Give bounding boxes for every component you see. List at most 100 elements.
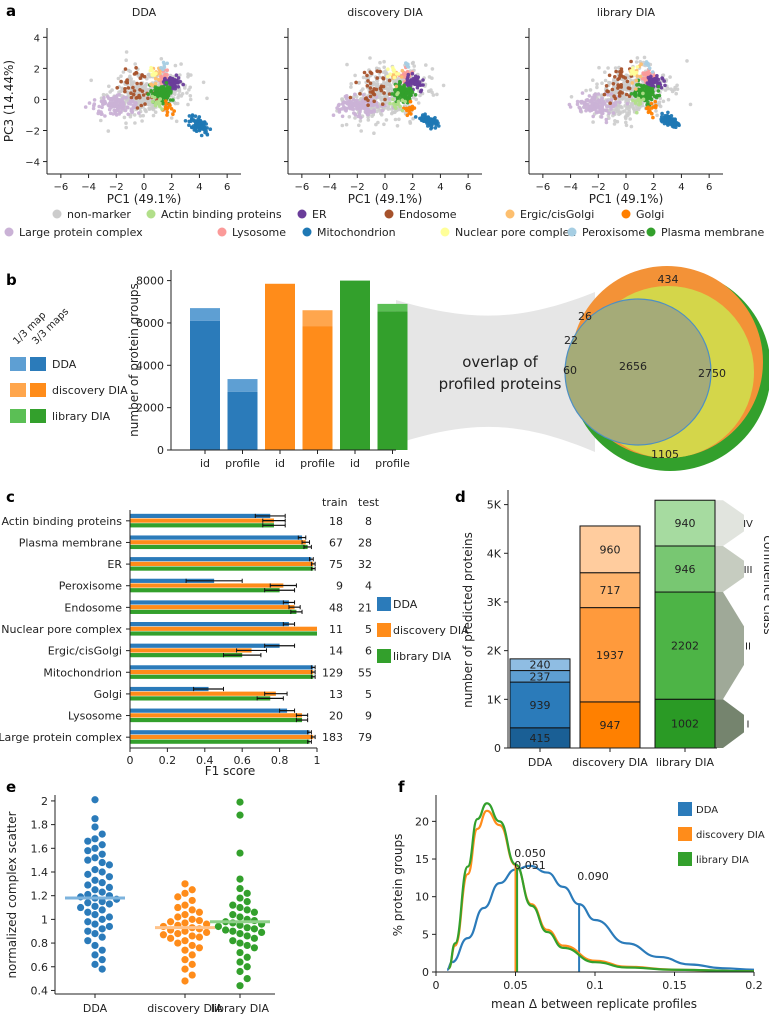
legend-label: library DIA <box>393 650 452 663</box>
x-axis-label: PC1 (49.1%) <box>589 192 664 206</box>
swarm-point <box>174 929 182 938</box>
legend-label: Large protein complex <box>19 226 143 239</box>
swarm-point <box>91 796 99 804</box>
scatter-point <box>412 106 417 110</box>
scatter-point <box>631 69 635 73</box>
segment-label: 947 <box>600 719 621 732</box>
scatter-point <box>114 94 118 99</box>
scatter-point <box>359 129 364 133</box>
x-tick-label: profile <box>300 457 335 470</box>
scatter-point <box>668 121 672 126</box>
scatter-point <box>591 114 595 119</box>
scatter-point <box>118 106 123 110</box>
venn-label: 60 <box>563 364 577 377</box>
venn-label: 2656 <box>619 360 647 373</box>
legend-swatch <box>377 623 391 637</box>
scatter-point <box>190 113 195 117</box>
panel-label-e: e <box>6 778 16 796</box>
scatter-point <box>611 82 616 86</box>
scatter-point <box>363 96 368 101</box>
swarm-point <box>188 932 196 940</box>
segment-label: 415 <box>530 732 551 745</box>
scatter-point <box>409 107 414 111</box>
scatter-point <box>102 95 106 100</box>
train-count: 129 <box>322 666 343 679</box>
x-tick-label: 1 <box>314 754 321 767</box>
swarm-point <box>159 931 167 939</box>
scatter-point <box>170 77 174 82</box>
legend-label: Golgi <box>636 208 664 221</box>
legend-label: library DIA <box>696 855 749 866</box>
scatter-point <box>369 110 373 114</box>
scatter-point <box>190 117 194 122</box>
scatter-point <box>588 88 593 92</box>
scatter-point <box>193 114 198 118</box>
scatter-point <box>380 108 385 113</box>
swarm-point <box>105 900 113 908</box>
scatter-point <box>343 94 348 99</box>
scatter-point <box>394 84 399 89</box>
scatter-point <box>372 131 376 135</box>
scatter-point <box>416 83 420 87</box>
scatter-point <box>394 102 399 107</box>
y-tick-label: −2 <box>25 127 40 138</box>
scatter-point <box>409 88 414 92</box>
scatter-point <box>674 91 678 96</box>
bar-three-third-maps <box>377 311 408 450</box>
swarm-point <box>174 939 182 947</box>
scatter-point <box>172 109 176 113</box>
scatter-point <box>130 110 134 114</box>
scatter-point <box>630 81 635 85</box>
x-axis-label: PC1 (49.1%) <box>348 192 423 206</box>
scatter-point <box>654 104 658 108</box>
swarm-point <box>91 902 99 910</box>
scatter-point <box>427 75 432 79</box>
f1-bar <box>130 588 280 593</box>
swarm-point <box>195 908 203 916</box>
scatter-point <box>606 89 610 94</box>
y-tick-label: 0.6 <box>31 961 49 974</box>
scatter-point <box>431 93 436 97</box>
legend-label: Nuclear pore complex <box>455 226 576 239</box>
scatter-point <box>441 83 446 88</box>
scatter-point <box>121 70 126 74</box>
segment-label: 240 <box>530 659 551 672</box>
swarm-point <box>236 884 244 893</box>
scatter-point <box>174 73 179 77</box>
scatter-point <box>618 100 622 105</box>
category-label: Endosome <box>64 601 122 614</box>
x-tick-label: DDA <box>83 1002 108 1015</box>
scatter-point <box>344 122 349 127</box>
category-label: Lysosome <box>68 710 122 723</box>
scatter-point <box>396 99 401 104</box>
scatter-point <box>187 123 191 127</box>
swarm-point <box>181 937 189 945</box>
scatter-point <box>617 105 621 110</box>
swarm-point <box>174 893 182 901</box>
scatter-point <box>112 102 116 107</box>
scatter-point <box>173 92 177 96</box>
x-tick-label: 0.8 <box>271 754 289 767</box>
scatter-point <box>603 70 607 74</box>
scatter-point <box>146 96 150 101</box>
scatter-point <box>186 72 190 76</box>
scatter-point <box>401 90 405 94</box>
scatter-point <box>188 94 193 98</box>
scatter-point <box>200 120 205 125</box>
scatter-point <box>393 117 398 122</box>
scatter-point <box>628 117 632 121</box>
legend-label: Plasma membrane <box>661 226 765 239</box>
x-tick-label: id <box>200 457 210 470</box>
scatter-point <box>635 56 640 60</box>
scatter-point <box>357 123 361 128</box>
scatter-point <box>155 86 160 90</box>
scatter-point <box>150 99 155 104</box>
scatter-point <box>635 65 640 69</box>
scatter-point <box>143 102 147 106</box>
test-count: 28 <box>358 536 372 549</box>
x-tick-label: −6 <box>53 182 68 193</box>
scatter-point <box>375 69 380 73</box>
scatter-point <box>413 93 418 97</box>
scatter-point <box>629 59 633 64</box>
scatter-point <box>101 99 106 103</box>
